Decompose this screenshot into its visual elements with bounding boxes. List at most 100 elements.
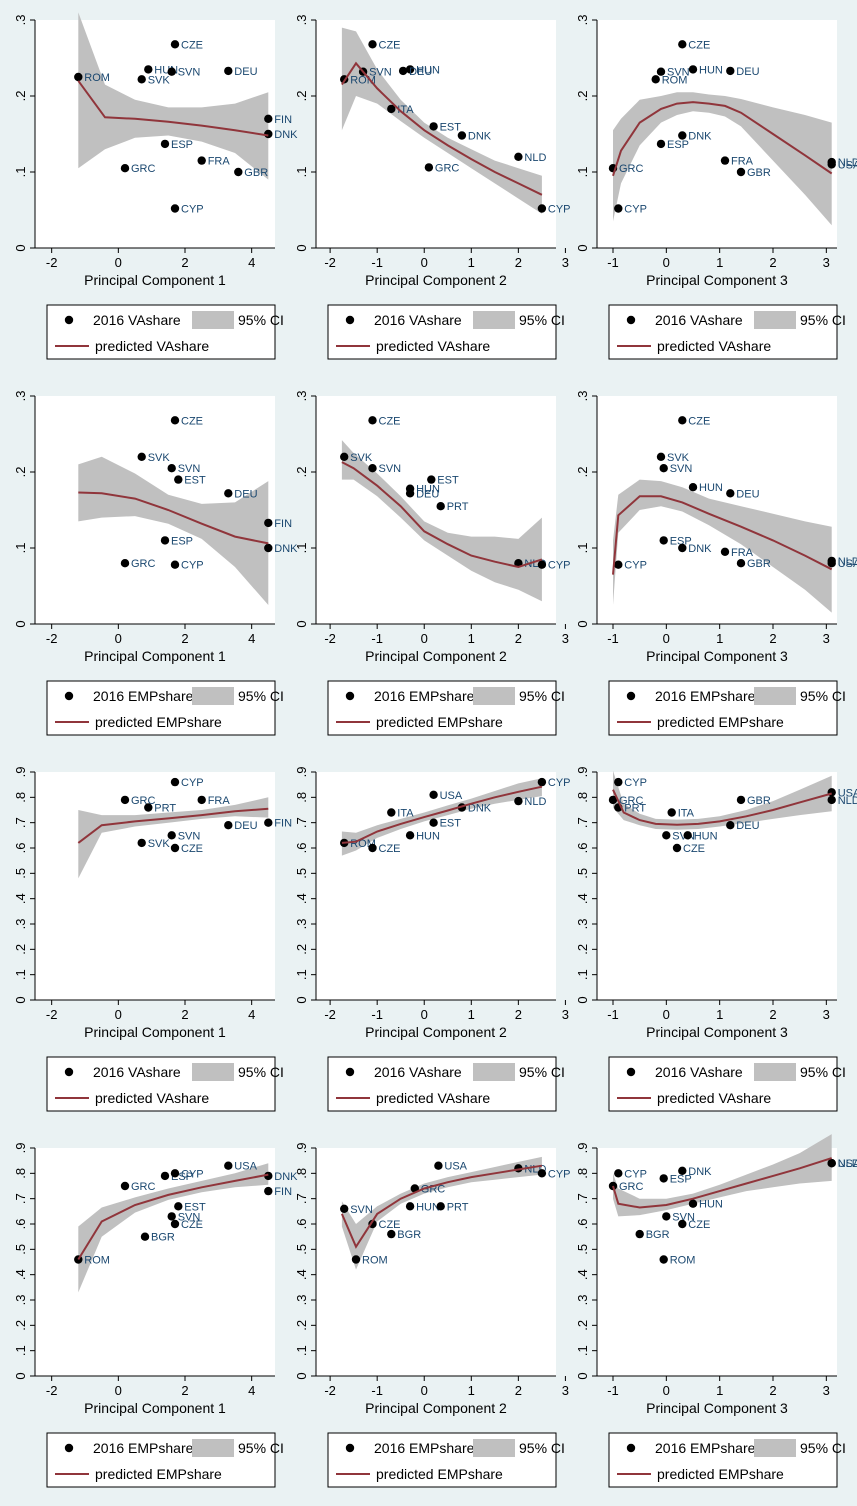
data-point [659,464,668,473]
legend-ci-swatch [754,311,796,329]
y-tick-label: .2 [294,944,309,955]
data-point [144,803,153,812]
y-tick-label: .8 [575,792,590,803]
data-point [688,65,698,74]
data-point [678,543,687,553]
legend-ci-swatch [192,687,234,705]
data-point [170,843,180,853]
legend-scatter-label: 2016 EMPshare [655,688,756,704]
x-tick-label: 0 [115,255,122,270]
data-point [224,1161,233,1170]
ci-band [613,770,832,830]
data-point [340,1204,349,1214]
legend: 2016 VAshare 95% CI predicted VAshare [608,304,846,360]
data-point [678,40,687,49]
point-label: DEU [409,66,432,78]
x-tick-label: 4 [248,1383,255,1398]
legend-box [327,304,557,360]
fit-line [78,491,269,545]
y-tick-label: .6 [575,1219,590,1230]
y-tick-label: .3 [294,1295,309,1306]
y-tick-label: .9 [294,767,309,778]
point-label: FRA [731,547,754,559]
fit-line [340,1164,543,1249]
y-tick-label: .6 [575,843,590,854]
point-label: DEU [416,488,439,500]
point-label: CZE [181,843,203,855]
legend-box [46,1432,276,1488]
x-tick-label: 2 [181,631,188,646]
y-tick-label: .5 [575,1244,590,1255]
point-label: ROM [362,1255,388,1267]
x-tick-label: 4 [248,631,255,646]
data-point [144,65,153,74]
point-label: DNK [274,543,298,555]
point-label: EST [440,121,462,133]
data-point [264,129,273,139]
legend-ci-label: 95% CI [800,688,846,704]
y-tick-label: .3 [575,919,590,930]
legend-fit-label: predicted VAshare [376,338,490,354]
x-tick-label: -2 [324,631,336,646]
point-label: GRC [131,1181,156,1193]
y-tick-label: .6 [294,843,309,854]
point-label: SVK [350,452,373,464]
fit-line [612,789,832,826]
y-tick-label: .4 [13,1269,28,1280]
point-label: ROM [662,74,688,86]
y-tick-label: .2 [575,91,590,102]
x-tick-label: 1 [468,1007,475,1022]
data-point [662,831,671,840]
x-tick-label: 1 [716,631,723,646]
ci-band [78,797,269,879]
x-tick-label: -1 [607,631,619,646]
data-point [827,795,836,805]
point-label: GRC [131,558,156,570]
legend-scatter-label: 2016 VAshare [655,1064,743,1080]
point-label: CZE [379,1219,401,1231]
y-tick-label: .5 [294,1244,309,1255]
data-point [387,1229,396,1239]
data-point [368,843,377,853]
y-tick-label: 0 [13,620,28,627]
y-tick-label: .1 [294,1345,309,1356]
legend-ci-label: 95% CI [519,312,565,328]
point-label: GRC [619,1181,644,1193]
legend-box [327,1056,557,1112]
ci-band [78,456,269,605]
legend-ci-swatch [192,311,234,329]
x-tick-label: 3 [823,1007,830,1022]
legend-ci-swatch [192,1063,234,1081]
y-tick-label: .5 [13,868,28,879]
x-tick-label: -2 [324,255,336,270]
legend: 2016 VAshare 95% CI predicted VAshare [46,304,284,360]
point-label: FRA [208,156,231,168]
data-point [726,66,735,76]
data-point [678,1166,687,1176]
ci-band [613,1134,832,1217]
legend-ci-swatch [473,311,515,329]
point-label: CZE [181,415,203,427]
point-label: CYP [624,777,647,789]
y-tick-label: .2 [575,1320,590,1331]
data-point [170,560,180,569]
data-point [662,1212,671,1221]
legend-box [327,1432,557,1488]
ci-band [613,92,832,226]
point-label: CZE [688,1219,710,1231]
y-tick-label: 0 [575,1372,590,1379]
x-tick-label: 0 [115,631,122,646]
point-label: ROM [350,74,376,86]
y-tick-label: .5 [13,1244,28,1255]
data-point [659,1174,668,1183]
x-tick-label: 0 [421,1383,428,1398]
data-point [160,536,170,545]
x-tick-label: 0 [663,1383,670,1398]
point-label: SVN [379,463,402,475]
legend: 2016 VAshare 95% CI predicted VAshare [608,1056,846,1112]
data-point [678,1219,687,1229]
x-tick-label: 1 [716,1007,723,1022]
fit-line [612,101,833,177]
